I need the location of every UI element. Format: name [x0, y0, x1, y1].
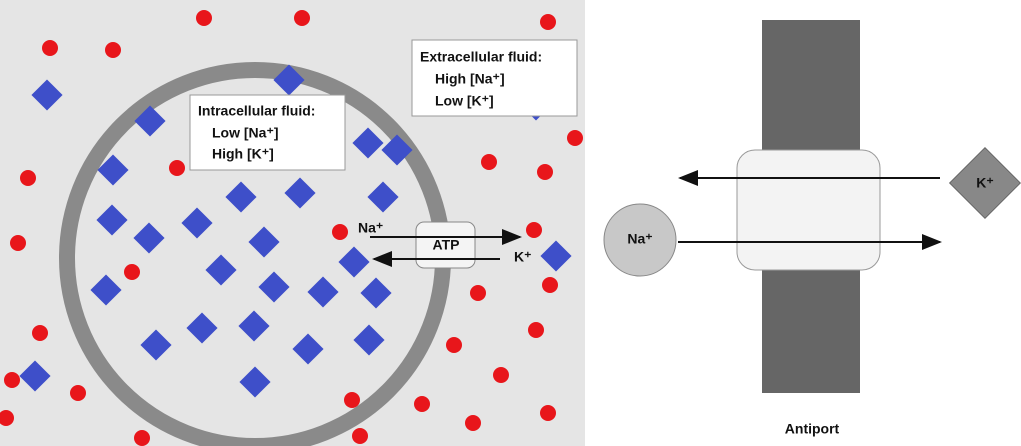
- sodium-ion: [70, 385, 86, 401]
- sodium-ion: [105, 42, 121, 58]
- sodium-ion: [493, 367, 509, 383]
- sodium-ion: [352, 428, 368, 444]
- sodium-ion: [124, 264, 140, 280]
- antiport-diagram: Na⁺ K⁺ Antiport: [604, 20, 1020, 437]
- sodium-ion: [540, 405, 556, 421]
- sodium-ion: [196, 10, 212, 26]
- sodium-ion: [134, 430, 150, 446]
- sodium-ion: [567, 130, 583, 146]
- k-label: K⁺: [976, 175, 994, 191]
- label-line: High [K⁺]: [212, 146, 274, 162]
- atp-label: ATP: [433, 237, 460, 253]
- intracellular-label: Intracellular fluid: Low [Na⁺] High [K⁺]: [190, 95, 345, 170]
- sodium-ion: [481, 154, 497, 170]
- sodium-ion: [465, 415, 481, 431]
- sodium-ion: [446, 337, 462, 353]
- na-label: Na⁺: [627, 231, 652, 247]
- sodium-ion: [294, 10, 310, 26]
- label-line: Low [Na⁺]: [212, 125, 279, 141]
- sodium-ion: [32, 325, 48, 341]
- sodium-ion: [20, 170, 36, 186]
- sodium-ion: [542, 277, 558, 293]
- diagram: Extracellular fluid: High [Na⁺] Low [K⁺]…: [0, 0, 1021, 446]
- sodium-ion: [537, 164, 553, 180]
- sodium-ion: [42, 40, 58, 56]
- caption: Antiport: [785, 421, 840, 437]
- na-label: Na⁺: [358, 220, 383, 236]
- sodium-ion: [540, 14, 556, 30]
- k-label: K⁺: [514, 249, 532, 265]
- sodium-ion: [10, 235, 26, 251]
- sodium-ion: [4, 372, 20, 388]
- label-line: Low [K⁺]: [435, 93, 494, 109]
- sodium-ion: [528, 322, 544, 338]
- sodium-ion: [344, 392, 360, 408]
- sodium-ion: [414, 396, 430, 412]
- sodium-ion: [526, 222, 542, 238]
- sodium-ion: [169, 160, 185, 176]
- label-title: Extracellular fluid:: [420, 49, 542, 65]
- label-title: Intracellular fluid:: [198, 103, 315, 119]
- transporter: [737, 150, 880, 270]
- extracellular-label: Extracellular fluid: High [Na⁺] Low [K⁺]: [412, 40, 577, 116]
- sodium-ion: [470, 285, 486, 301]
- label-line: High [Na⁺]: [435, 71, 505, 87]
- sodium-ion: [332, 224, 348, 240]
